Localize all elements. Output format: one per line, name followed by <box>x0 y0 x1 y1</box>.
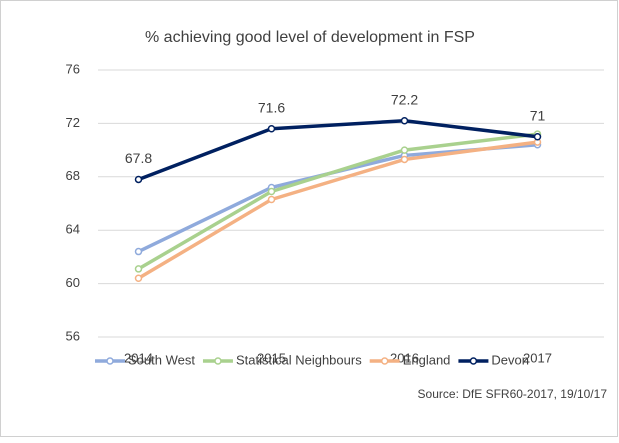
x-tick-label: 2015 <box>257 350 286 365</box>
point-marker <box>533 133 542 141</box>
point-marker <box>400 116 409 125</box>
y-tick-label: 64 <box>66 222 80 237</box>
point-marker <box>267 124 276 133</box>
point-marker <box>400 146 409 154</box>
series-line <box>137 132 538 271</box>
series-line <box>137 140 538 280</box>
y-tick-label: 72 <box>66 115 80 130</box>
legend-label: Statistical Neighbours <box>236 352 362 367</box>
point-marker <box>134 265 143 273</box>
point-marker <box>267 195 276 204</box>
legend-marker <box>469 357 478 365</box>
data-label: 71 <box>530 107 546 123</box>
legend-marker <box>214 357 222 365</box>
source-note: Source: DfE SFR60-2017, 19/10/17 <box>418 387 608 401</box>
y-tick-label: 76 <box>66 61 80 76</box>
series-line <box>137 118 538 182</box>
point-marker <box>134 274 143 283</box>
point-marker <box>134 247 143 256</box>
legend-label: Devon <box>491 352 529 367</box>
legend-label: England <box>403 352 451 367</box>
legend-marker <box>380 357 389 365</box>
y-tick-label: 60 <box>66 275 80 290</box>
chart-title: % achieving good level of development in… <box>145 29 475 46</box>
data-label: 67.8 <box>125 150 152 166</box>
x-tick-label: 2014 <box>124 350 153 365</box>
point-marker <box>267 187 276 196</box>
y-tick-label: 68 <box>66 168 80 183</box>
data-label: 71.6 <box>258 99 285 115</box>
legend-marker <box>106 357 114 365</box>
point-marker <box>134 175 143 184</box>
point-marker <box>400 155 409 164</box>
legend-label: South West <box>128 352 195 367</box>
x-tick-label: 2017 <box>523 350 552 365</box>
data-label: 72.2 <box>391 91 418 107</box>
y-tick-label: 56 <box>66 328 80 343</box>
